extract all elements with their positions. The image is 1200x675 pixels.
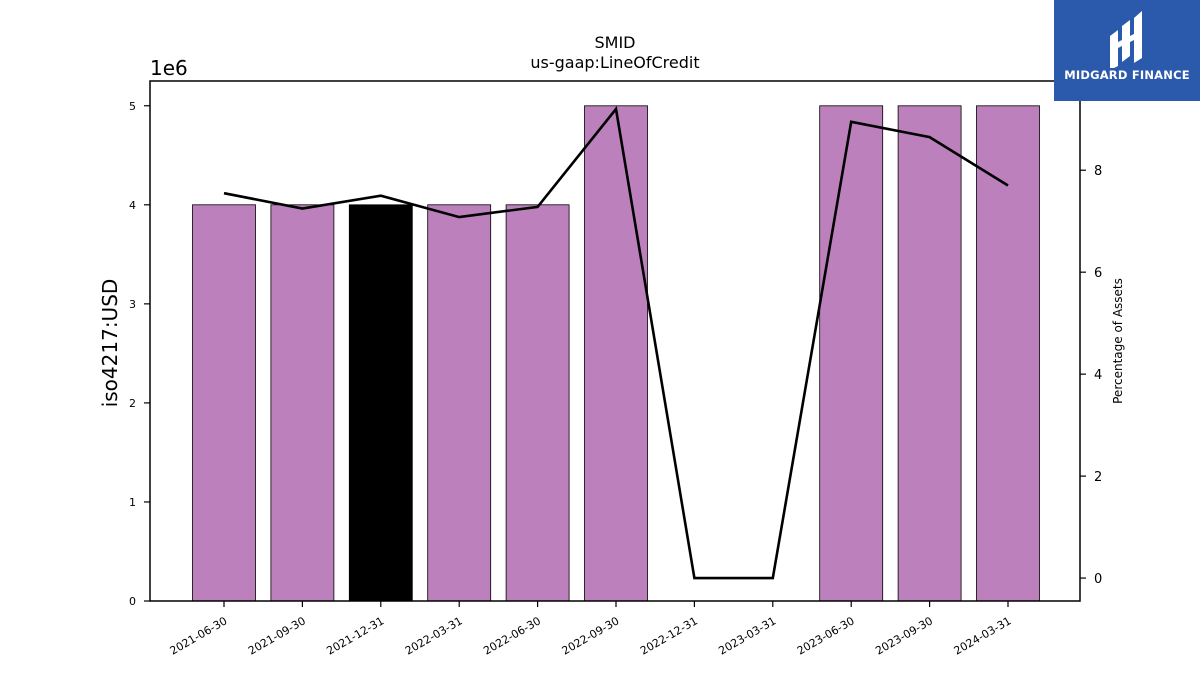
chart-subtitle: us-gaap:LineOfCredit [530, 53, 699, 72]
x-tick-label-2022-06-30: 2022-06-30 [481, 614, 543, 657]
x-tick-label-2023-06-30: 2023-06-30 [795, 614, 857, 657]
y2-tick-label-0: 0 [1094, 572, 1102, 587]
x-tick-label-2021-09-30: 2021-09-30 [246, 614, 308, 657]
y-tick-label-4: 4 [129, 199, 136, 212]
y-tick-label-3: 3 [129, 298, 136, 311]
line-layer [223, 105, 1009, 580]
midgard-finance-logo: MIDGARD FINANCE [1054, 0, 1200, 101]
bar-2023-09-30 [897, 105, 962, 602]
bars-layer [192, 105, 1040, 602]
y-axis-label: iso4217:USD [98, 279, 122, 408]
y-tick-label-5: 5 [129, 100, 136, 113]
bar-2023-06-30 [819, 105, 884, 602]
bar-2021-09-30 [270, 204, 335, 602]
y-tick-label-0: 0 [129, 595, 136, 608]
bar-2021-12-31 [348, 204, 413, 602]
bar-2022-06-30 [505, 204, 570, 602]
x-tick-label-2023-03-31: 2023-03-31 [716, 614, 778, 657]
logo-mark-icon [1110, 11, 1142, 68]
x-tick-label-2021-06-30: 2021-06-30 [168, 614, 230, 657]
bar-2022-03-31 [427, 204, 492, 602]
x-tick-label-2023-09-30: 2023-09-30 [873, 614, 935, 657]
plot-frame [149, 80, 1081, 602]
y2-tick-label-4: 4 [1094, 368, 1102, 383]
y2-tick-label-6: 6 [1094, 266, 1102, 281]
x-tick-label-2024-03-31: 2024-03-31 [952, 614, 1014, 657]
x-tick-label-2022-12-31: 2022-12-31 [638, 614, 700, 657]
y2-tick-label-2: 2 [1094, 470, 1102, 485]
y-tick-label-1: 1 [129, 496, 136, 509]
x-tick-label-2022-03-31: 2022-03-31 [403, 614, 465, 657]
bar-2021-06-30 [192, 204, 256, 602]
logo-text: MIDGARD FINANCE [1064, 68, 1190, 82]
x-tick-label-2021-12-31: 2021-12-31 [324, 614, 386, 657]
y-tick-label-2: 2 [129, 397, 136, 410]
chart-title: SMID [595, 33, 636, 52]
y2-axis-label: Percentage of Assets [1111, 278, 1125, 404]
bar-2024-03-31 [976, 105, 1040, 602]
bar-2022-09-30 [584, 105, 648, 602]
percentage-of-assets-line [223, 105, 1009, 580]
y2-tick-label-8: 8 [1094, 164, 1102, 179]
y-axis-offset-text: 1e6 [150, 56, 188, 80]
x-tick-label-2022-09-30: 2022-09-30 [560, 614, 622, 657]
